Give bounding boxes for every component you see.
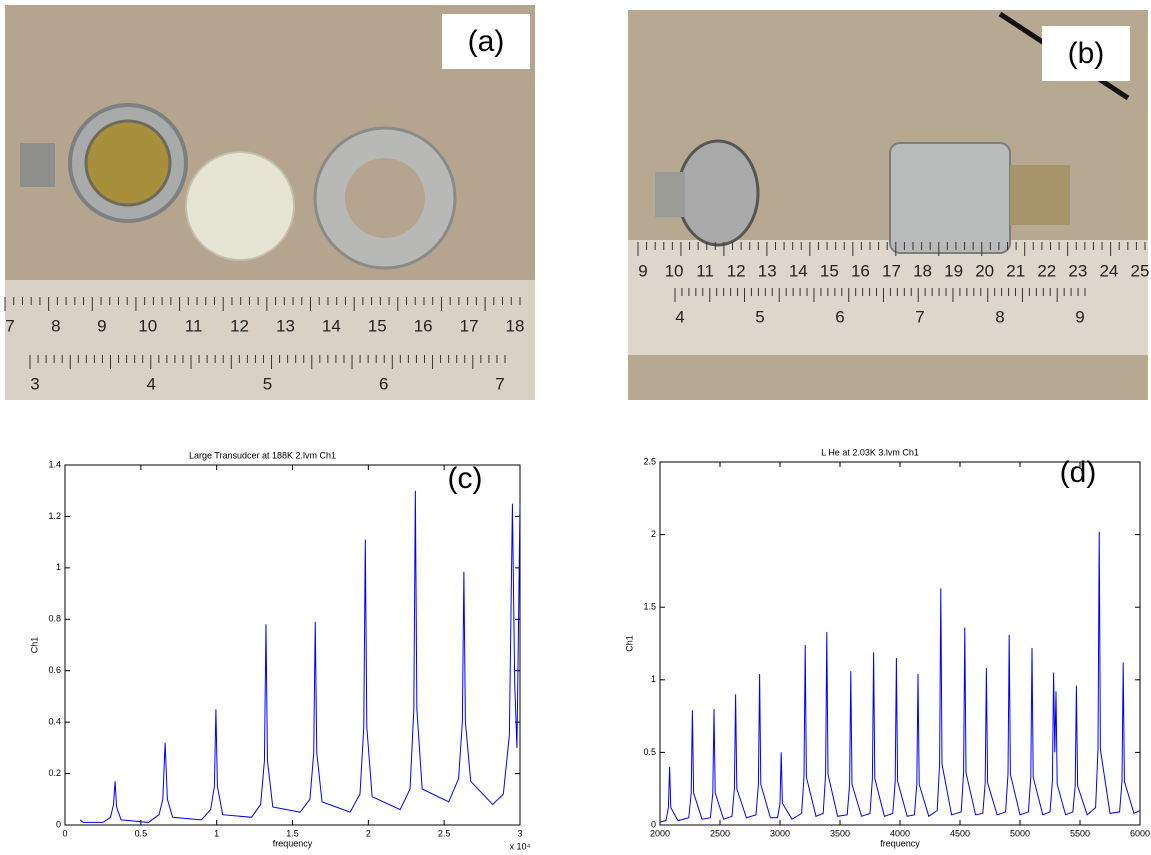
ruler-number: 10 xyxy=(665,261,684,280)
ruler-number: 23 xyxy=(1068,261,1087,280)
x-tick-label: 2500 xyxy=(710,828,730,838)
x-tick-label: 1.5 xyxy=(286,828,299,838)
x-tick-label: 5500 xyxy=(1070,828,1090,838)
y-tick-label: 0.6 xyxy=(48,665,61,675)
y-tick-label: 2.5 xyxy=(643,456,656,466)
title-bg xyxy=(162,453,423,464)
ruler-number: 6 xyxy=(835,307,844,326)
y-axis-label: Ch1 xyxy=(29,637,39,654)
chart-title: Large Transudcer at 188K 2.lvm Ch1 xyxy=(189,450,336,460)
ruler-number: 16 xyxy=(851,261,870,280)
ruler-number: 14 xyxy=(322,316,341,335)
ruler-number: 22 xyxy=(1037,261,1056,280)
x-tick-label: 3000 xyxy=(770,828,790,838)
x-tick-label: 5000 xyxy=(1010,828,1030,838)
plot-frame xyxy=(659,461,1141,826)
y-tick-label: 0 xyxy=(651,819,656,829)
panel-label: (a) xyxy=(468,25,505,58)
ruler-number: 18 xyxy=(913,261,932,280)
plot-frame xyxy=(64,464,521,826)
ruler-number: 16 xyxy=(414,316,433,335)
x-tick-label: 2000 xyxy=(650,828,670,838)
ruler-number: 13 xyxy=(276,316,295,335)
ruler-number: 7 xyxy=(5,316,14,335)
ruler-number: 6 xyxy=(379,374,388,393)
data-line xyxy=(79,490,521,823)
ruler: 3 4 5 6 7 xyxy=(29,355,506,393)
ruler-number: 13 xyxy=(758,261,777,280)
x-tick-label: 0.5 xyxy=(135,828,148,838)
x-tick-label: 1 xyxy=(214,828,219,838)
ruler-number: 5 xyxy=(755,307,764,326)
ruler-number: 7 xyxy=(495,374,504,393)
ruler-number: 4 xyxy=(147,374,156,393)
x-tick-label: 2 xyxy=(366,828,371,838)
photo-a: (a) xyxy=(5,5,535,400)
ruler-number: 9 xyxy=(97,316,106,335)
ruler-number: 5 xyxy=(263,374,272,393)
x-tick-label: 2.5 xyxy=(438,828,451,838)
x-tick-label: 6000 xyxy=(1130,828,1150,838)
data-line xyxy=(659,531,1141,823)
ruler-number: 15 xyxy=(820,261,839,280)
ruler-number: 8 xyxy=(51,316,60,335)
photo-b: (b) xyxy=(628,10,1148,400)
ruler: 7 8 9 10 11 12 13 14 15 16 17 18 xyxy=(4,297,525,335)
ruler-number: 11 xyxy=(185,316,203,335)
y-tick-label: 1.2 xyxy=(48,511,61,521)
x-tick-label: 0 xyxy=(62,828,67,838)
chart-title: L He at 2.03K 3.lvm Ch1 xyxy=(821,447,919,457)
ruler-number: 19 xyxy=(944,261,963,280)
title-bg xyxy=(770,450,1030,461)
ruler-number: 25 xyxy=(1131,261,1150,280)
ruler: 9 10 11 12 13 14 15 16 17 18 19 20 21 22 23 24 25 xyxy=(637,242,1150,280)
ruler-number: 3 xyxy=(30,374,39,393)
ruler-number: 11 xyxy=(696,261,714,280)
y-tick-label: 0 xyxy=(56,819,61,829)
x-tick-label: 4500 xyxy=(950,828,970,838)
y-tick-label: 1.4 xyxy=(48,459,61,469)
y-axis-label: Ch1 xyxy=(624,635,634,652)
ruler-number: 17 xyxy=(460,316,479,335)
ruler-number: 18 xyxy=(506,316,525,335)
ruler-number: 7 xyxy=(915,307,924,326)
y-tick-label: 1 xyxy=(56,562,61,572)
ruler-number: 14 xyxy=(789,261,808,280)
ruler-number: 17 xyxy=(882,261,901,280)
y-tick-label: 2 xyxy=(651,529,656,539)
panel-label: (d) xyxy=(1060,456,1097,489)
x-tick-label: 4000 xyxy=(890,828,910,838)
ruler-number: 21 xyxy=(1006,261,1025,280)
panel-label: (b) xyxy=(1068,37,1105,70)
ruler: 4 5 6 7 8 9 xyxy=(674,288,1086,326)
x-axis-label: frequency xyxy=(273,838,313,848)
ruler-number: 20 xyxy=(975,261,994,280)
y-tick-label: 1.5 xyxy=(643,602,656,612)
ruler-number: 9 xyxy=(638,261,647,280)
y-tick-label: 0.4 xyxy=(48,717,61,727)
ruler-number: 4 xyxy=(675,307,684,326)
ruler-number: 10 xyxy=(138,316,157,335)
y-tick-label: 0.8 xyxy=(48,614,61,624)
ruler-number: 24 xyxy=(1099,261,1118,280)
y-tick-label: 1 xyxy=(651,674,656,684)
ruler-number: 8 xyxy=(995,307,1004,326)
ruler-number: 9 xyxy=(1075,307,1084,326)
ruler-number: 12 xyxy=(230,316,249,335)
x-axis-label: frequency xyxy=(880,838,920,848)
ruler-number: 12 xyxy=(727,261,746,280)
y-tick-label: 0.5 xyxy=(643,747,656,757)
x-tick-label: 3 xyxy=(517,828,522,838)
ruler-number: 15 xyxy=(368,316,387,335)
axis-multiplier: x 10⁴ xyxy=(510,841,531,851)
y-tick-label: 0.2 xyxy=(48,768,61,778)
x-tick-label: 3500 xyxy=(830,828,850,838)
panel-label: (c) xyxy=(448,462,483,495)
